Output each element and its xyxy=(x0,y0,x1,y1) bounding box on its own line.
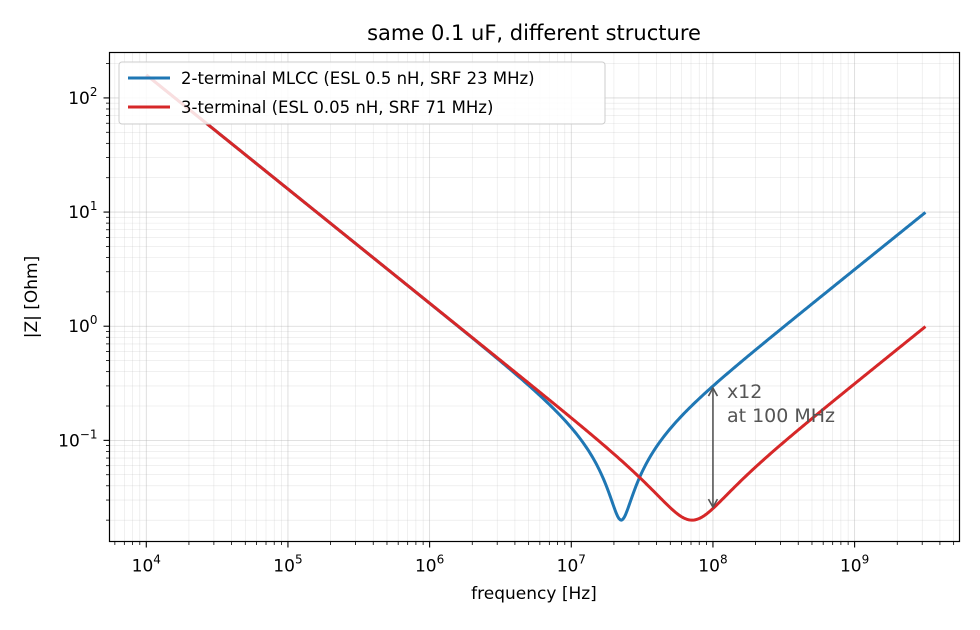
series-line-3-terminal xyxy=(145,73,927,522)
x-tick-label: 109 xyxy=(840,553,869,577)
annotation-frequency: at 100 MHz xyxy=(727,405,835,427)
x-tick-label: 107 xyxy=(557,553,586,577)
y-tick-label: 10−1 xyxy=(58,427,97,451)
x-axis-label: frequency [Hz] xyxy=(471,584,597,604)
annotation-arrowhead-bottom xyxy=(707,498,719,509)
y-tick-label: 102 xyxy=(68,85,97,109)
x-tick-label: 108 xyxy=(698,553,727,577)
x-tick-label: 105 xyxy=(273,553,302,577)
x-tick-label: 104 xyxy=(132,553,161,577)
legend-label-2-terminal: 2-terminal MLCC (ESL 0.5 nH, SRF 23 MHz) xyxy=(181,69,535,88)
y-tick-label: 101 xyxy=(68,199,97,223)
axis-ticks: 104 105 106 107 108 109 10−1 100 101 102 xyxy=(58,63,955,577)
annotation-arrowhead-top xyxy=(707,386,719,397)
y-axis-label: |Z| [Ohm] xyxy=(22,256,42,339)
grid xyxy=(109,52,960,542)
legend: 2-terminal MLCC (ESL 0.5 nH, SRF 23 MHz)… xyxy=(118,61,606,125)
annotation-ratio: x12 xyxy=(727,381,762,403)
plot-frame xyxy=(108,51,961,543)
series-line-2-terminal xyxy=(145,73,927,522)
legend-box xyxy=(118,61,606,125)
y-tick-label: 100 xyxy=(68,313,97,337)
annotation: x12 at 100 MHz xyxy=(707,381,835,509)
x-tick-label: 106 xyxy=(415,553,444,577)
chart-title: same 0.1 uF, different structure xyxy=(367,21,701,45)
series-lines xyxy=(145,73,927,522)
legend-label-3-terminal: 3-terminal (ESL 0.05 nH, SRF 71 MHz) xyxy=(181,98,493,117)
